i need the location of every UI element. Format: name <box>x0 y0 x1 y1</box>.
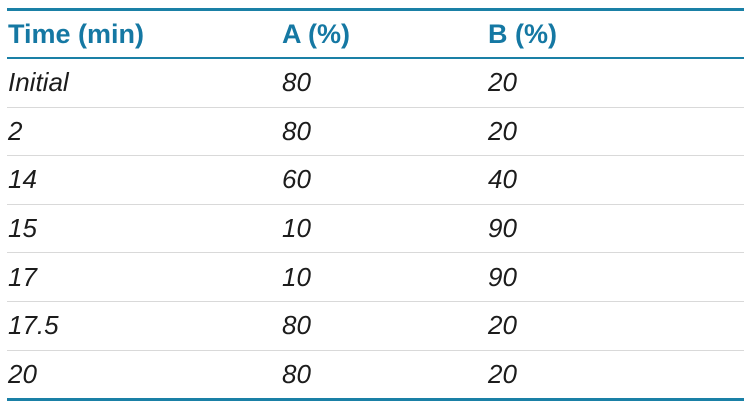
cell-b-percent: 20 <box>488 358 517 389</box>
cell-a-percent: 80 <box>282 358 311 389</box>
column-header-b-percent: B (%) <box>487 9 744 59</box>
cell-a-percent: 60 <box>281 155 487 205</box>
cell-time: 20 <box>8 358 37 389</box>
cell-b-percent: 20 <box>487 107 744 157</box>
table-row: 2 80 20 <box>7 107 744 157</box>
cell-a-percent: 80 <box>281 301 487 351</box>
table-row: 20 80 20 <box>7 350 744 400</box>
cell-time: 14 <box>7 155 281 205</box>
cell-b-percent: 40 <box>487 155 744 205</box>
cell-a-percent: 80 <box>281 107 487 157</box>
table-header: Time (min) A (%) B (%) <box>7 9 744 59</box>
cell-b-percent: 90 <box>487 252 744 302</box>
cell-a-percent: 10 <box>281 204 487 254</box>
table-row: 17.5 80 20 <box>7 301 744 351</box>
cell-time: 17 <box>7 252 281 302</box>
cell-b-percent: 20 <box>487 301 744 351</box>
header-row: Time (min) A (%) B (%) <box>7 9 744 59</box>
gradient-table: Time (min) A (%) B (%) Initial 80 20 2 8… <box>7 8 744 402</box>
table-body: Initial 80 20 2 80 20 14 60 40 15 10 90 … <box>7 58 744 400</box>
cell-time: Initial <box>7 58 281 108</box>
table-row: Initial 80 20 <box>7 58 744 108</box>
column-header-a-percent: A (%) <box>281 9 487 59</box>
cell-b-percent: 90 <box>487 204 744 254</box>
table-row: 15 10 90 <box>7 204 744 254</box>
cell-a-percent: 80 <box>281 58 487 108</box>
cell-time: 15 <box>7 204 281 254</box>
cell-time: 17.5 <box>7 301 281 351</box>
cell-time: 2 <box>7 107 281 157</box>
cell-a-percent: 10 <box>281 252 487 302</box>
cell-b-percent: 20 <box>487 58 744 108</box>
column-header-time: Time (min) <box>7 9 281 59</box>
table-row: 14 60 40 <box>7 155 744 205</box>
gradient-table-container: Time (min) A (%) B (%) Initial 80 20 2 8… <box>7 8 744 402</box>
table-row: 17 10 90 <box>7 252 744 302</box>
